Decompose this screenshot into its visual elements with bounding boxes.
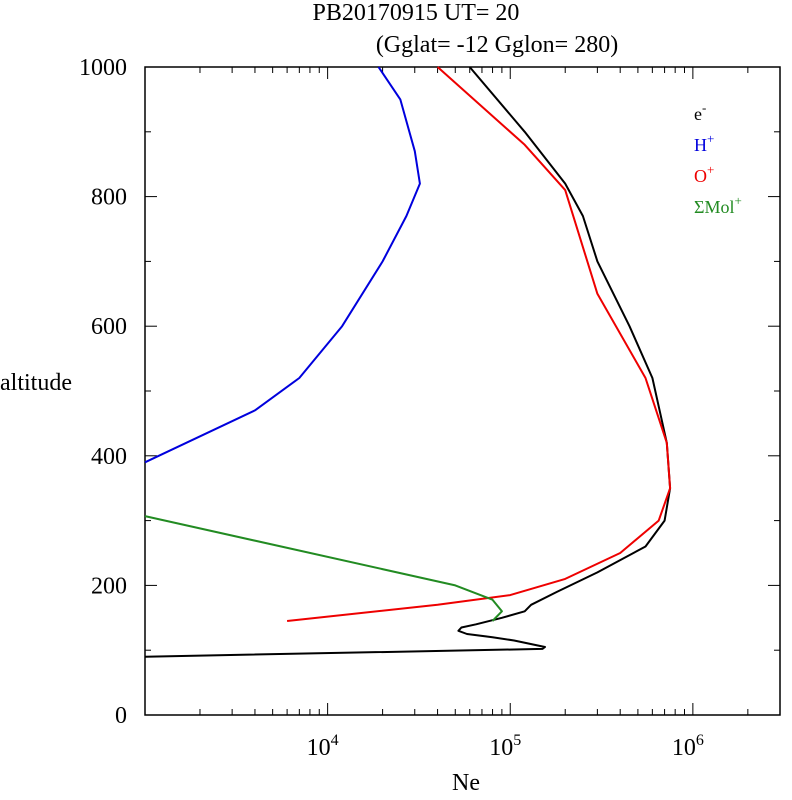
chart-subtitle: (Gglat= -12 Gglon= 280): [376, 32, 618, 58]
y-tick-label: 200: [91, 573, 127, 599]
plot-frame: [144, 66, 781, 716]
y-tick-label: 400: [91, 444, 127, 470]
legend-entry: e-: [694, 100, 706, 124]
series-layer: [144, 66, 672, 658]
y-tick-label: 0: [115, 703, 127, 729]
legend: e- H+ O+ ΣMol+: [694, 100, 742, 217]
series-line-h-ion: [144, 66, 421, 464]
x-tick-label: 105: [489, 732, 521, 761]
legend-entry: O+: [694, 162, 714, 186]
x-tick-label: 104: [307, 732, 339, 761]
chart-title: PB20170915 UT= 20: [313, 0, 520, 26]
x-axis-ticks: 104 105 106: [144, 67, 781, 761]
y-tick-label: 800: [91, 185, 127, 211]
y-axis-ticks: 0 200 400 600 800 1000: [79, 55, 780, 729]
x-axis-title: Ne: [452, 770, 480, 795]
series-line-mol-ion: [144, 515, 503, 622]
x-tick-label: 106: [672, 732, 704, 761]
series-line-e-ion: [144, 66, 672, 658]
legend-entry: ΣMol+: [694, 193, 742, 217]
y-tick-label: 1000: [79, 55, 127, 81]
y-tick-label: 600: [91, 314, 127, 340]
series-line-o-ion: [286, 66, 672, 622]
y-axis-title: altitude: [0, 370, 72, 396]
legend-entry: H+: [694, 131, 714, 155]
